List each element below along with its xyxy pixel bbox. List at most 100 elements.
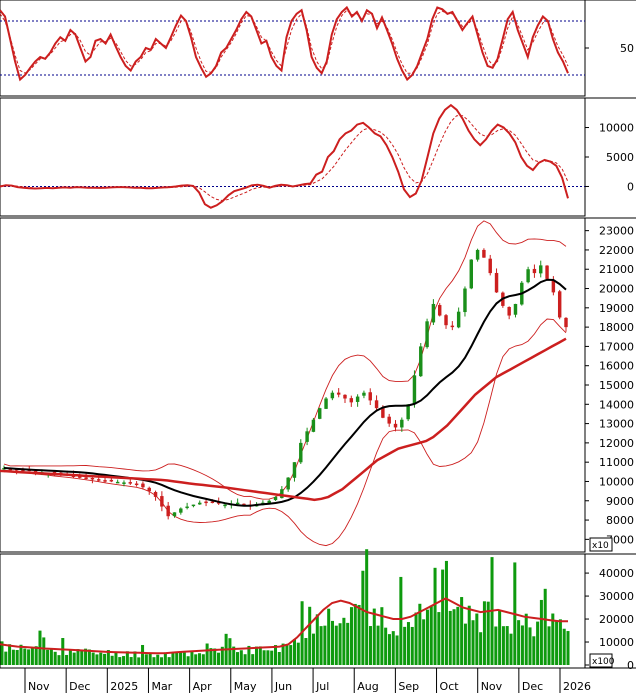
unit-badge: x100 <box>592 657 615 667</box>
volume-bar <box>365 549 369 665</box>
volume-bar <box>76 649 80 665</box>
x-tick-label: Jun <box>274 680 292 693</box>
volume-bar <box>160 657 164 665</box>
volume-bar <box>266 650 270 665</box>
volume-bar <box>543 588 547 665</box>
volume-bar <box>346 622 350 665</box>
volume-bar <box>34 646 38 665</box>
candle-body <box>286 477 290 490</box>
volume-bar <box>46 649 50 665</box>
y-tick-label: 14000 <box>599 398 634 411</box>
volume-bar <box>236 652 240 665</box>
volume-bar <box>251 654 255 665</box>
volume-bar <box>258 646 262 665</box>
volume-bar <box>536 621 540 665</box>
candle-body <box>141 483 145 488</box>
candle-body <box>84 477 88 479</box>
volume-ma-line <box>0 597 568 655</box>
candle-body <box>469 259 473 289</box>
y-tick-label: 18000 <box>599 321 634 334</box>
volume-panel <box>0 549 570 665</box>
volume-bar <box>501 626 505 665</box>
volume-bar <box>15 649 19 665</box>
volume-bar <box>547 626 551 665</box>
volume-bar <box>0 641 4 665</box>
candle-body <box>191 504 196 507</box>
volume-bar <box>144 654 148 665</box>
volume-bar <box>372 608 376 665</box>
candle-body <box>204 501 208 504</box>
candle-body <box>280 489 284 499</box>
volume-bar <box>509 633 513 665</box>
volume-bar <box>520 625 524 665</box>
candle-body <box>103 480 107 482</box>
ma-slow-line <box>0 337 567 502</box>
volume-bar <box>57 655 61 665</box>
y-tick-label: 9000 <box>606 495 634 508</box>
candle-body <box>128 482 133 484</box>
volume-bar <box>403 626 407 665</box>
candle-body <box>267 500 271 504</box>
candle-body <box>494 272 499 293</box>
candle-body <box>488 258 492 274</box>
main-line <box>0 103 569 209</box>
candle-body <box>292 462 297 478</box>
volume-bar <box>99 652 103 665</box>
volume-bar <box>475 613 479 665</box>
volume-bar <box>239 650 243 665</box>
volume-bar <box>486 601 490 665</box>
candle-body <box>564 317 568 328</box>
volume-bar <box>72 652 76 665</box>
candle-body <box>374 400 379 409</box>
candle-body <box>185 506 189 509</box>
y-tick-label: 0 <box>627 659 634 672</box>
volume-bar <box>395 635 399 665</box>
candle-body <box>336 392 341 395</box>
y-tick-label: 10000 <box>599 475 634 488</box>
volume-bar <box>357 604 361 665</box>
y-tick-label: 20000 <box>599 613 634 626</box>
volume-bar <box>562 628 566 665</box>
volume-bar <box>551 613 555 665</box>
volume-bar <box>273 645 278 665</box>
candle-body <box>33 470 38 473</box>
volume-bar <box>376 625 380 665</box>
candle-body <box>368 392 372 401</box>
volume-bar <box>330 620 334 665</box>
volume-bar <box>444 560 448 665</box>
candle-body <box>431 303 436 323</box>
unit-badge-box <box>589 653 613 668</box>
x-tick-label: Dec <box>522 680 543 693</box>
candle-body <box>52 471 57 474</box>
y-tick-label: 40000 <box>599 567 634 580</box>
volume-bar <box>479 632 483 665</box>
candle-body <box>122 482 126 484</box>
candle-body <box>210 501 215 504</box>
volume-bar <box>361 570 365 665</box>
volume-bar <box>114 651 118 665</box>
price-panel <box>0 220 568 547</box>
candle-body <box>437 305 442 316</box>
volume-bar <box>410 626 414 665</box>
signal-line <box>0 9 569 74</box>
ma-mid-line <box>3 278 567 507</box>
volume-bar <box>555 621 559 665</box>
x-tick-label: Aug <box>357 680 378 693</box>
volume-bar <box>11 649 15 665</box>
candle-body <box>330 392 335 399</box>
candle-body <box>235 502 240 505</box>
candle-body <box>381 407 385 418</box>
candle-body <box>557 291 562 318</box>
candle-body <box>463 288 467 313</box>
candle-body <box>513 303 518 315</box>
volume-bar <box>482 601 486 665</box>
volume-bar <box>141 644 145 665</box>
candle-body <box>456 311 461 328</box>
stochastic-panel <box>0 5 585 82</box>
volume-bar <box>319 626 323 665</box>
volume-bar <box>42 637 46 665</box>
x-tick-label: Oct <box>440 680 460 693</box>
y-tick-label: 7000 <box>606 533 634 546</box>
